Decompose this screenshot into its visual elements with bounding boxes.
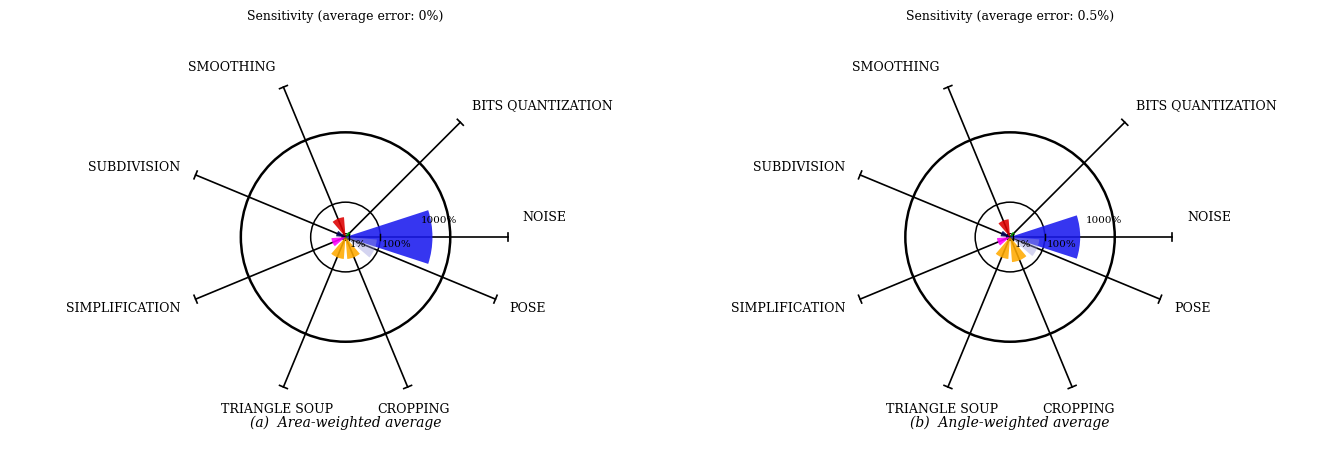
Wedge shape <box>1010 238 1026 263</box>
Text: CROPPING: CROPPING <box>1042 402 1115 415</box>
Wedge shape <box>1010 216 1080 259</box>
Title: Sensitivity (average error: 0%): Sensitivity (average error: 0%) <box>247 10 444 23</box>
Wedge shape <box>1010 238 1039 257</box>
Wedge shape <box>1001 231 1010 238</box>
Text: 1000%: 1000% <box>421 216 457 225</box>
Text: BITS QUANTIZATION: BITS QUANTIZATION <box>472 99 613 111</box>
Wedge shape <box>332 218 346 238</box>
Wedge shape <box>346 232 351 238</box>
Wedge shape <box>331 238 346 259</box>
Text: SMOOTHING: SMOOTHING <box>187 61 275 74</box>
Text: 1%: 1% <box>1014 239 1031 248</box>
Text: POSE: POSE <box>509 301 546 314</box>
Wedge shape <box>1010 232 1015 238</box>
Title: Sensitivity (average error: 0.5%): Sensitivity (average error: 0.5%) <box>906 10 1114 23</box>
Text: TRIANGLE SOUP: TRIANGLE SOUP <box>221 402 334 415</box>
Wedge shape <box>331 238 346 247</box>
Text: POSE: POSE <box>1174 301 1211 314</box>
Text: SIMPLIFICATION: SIMPLIFICATION <box>731 301 845 314</box>
Text: SUBDIVISION: SUBDIVISION <box>89 161 181 174</box>
Text: SMOOTHING: SMOOTHING <box>852 61 940 74</box>
Text: 1%: 1% <box>350 239 367 248</box>
Text: (a)  Area-weighted average: (a) Area-weighted average <box>250 415 441 429</box>
Text: TRIANGLE SOUP: TRIANGLE SOUP <box>885 402 998 415</box>
Text: 1000%: 1000% <box>1086 216 1122 225</box>
Text: 100%: 100% <box>1046 240 1076 249</box>
Text: NOISE: NOISE <box>522 211 566 224</box>
Wedge shape <box>346 238 360 259</box>
Text: NOISE: NOISE <box>1187 211 1231 224</box>
Wedge shape <box>336 231 346 238</box>
Wedge shape <box>995 238 1010 259</box>
Text: SIMPLIFICATION: SIMPLIFICATION <box>66 301 181 314</box>
Wedge shape <box>346 211 432 264</box>
Text: SUBDIVISION: SUBDIVISION <box>754 161 845 174</box>
Text: (b)  Angle-weighted average: (b) Angle-weighted average <box>910 415 1110 429</box>
Wedge shape <box>997 238 1010 246</box>
Wedge shape <box>998 220 1010 238</box>
Text: 100%: 100% <box>381 240 412 249</box>
Wedge shape <box>346 238 377 258</box>
Text: CROPPING: CROPPING <box>377 402 451 415</box>
Text: BITS QUANTIZATION: BITS QUANTIZATION <box>1136 99 1277 111</box>
